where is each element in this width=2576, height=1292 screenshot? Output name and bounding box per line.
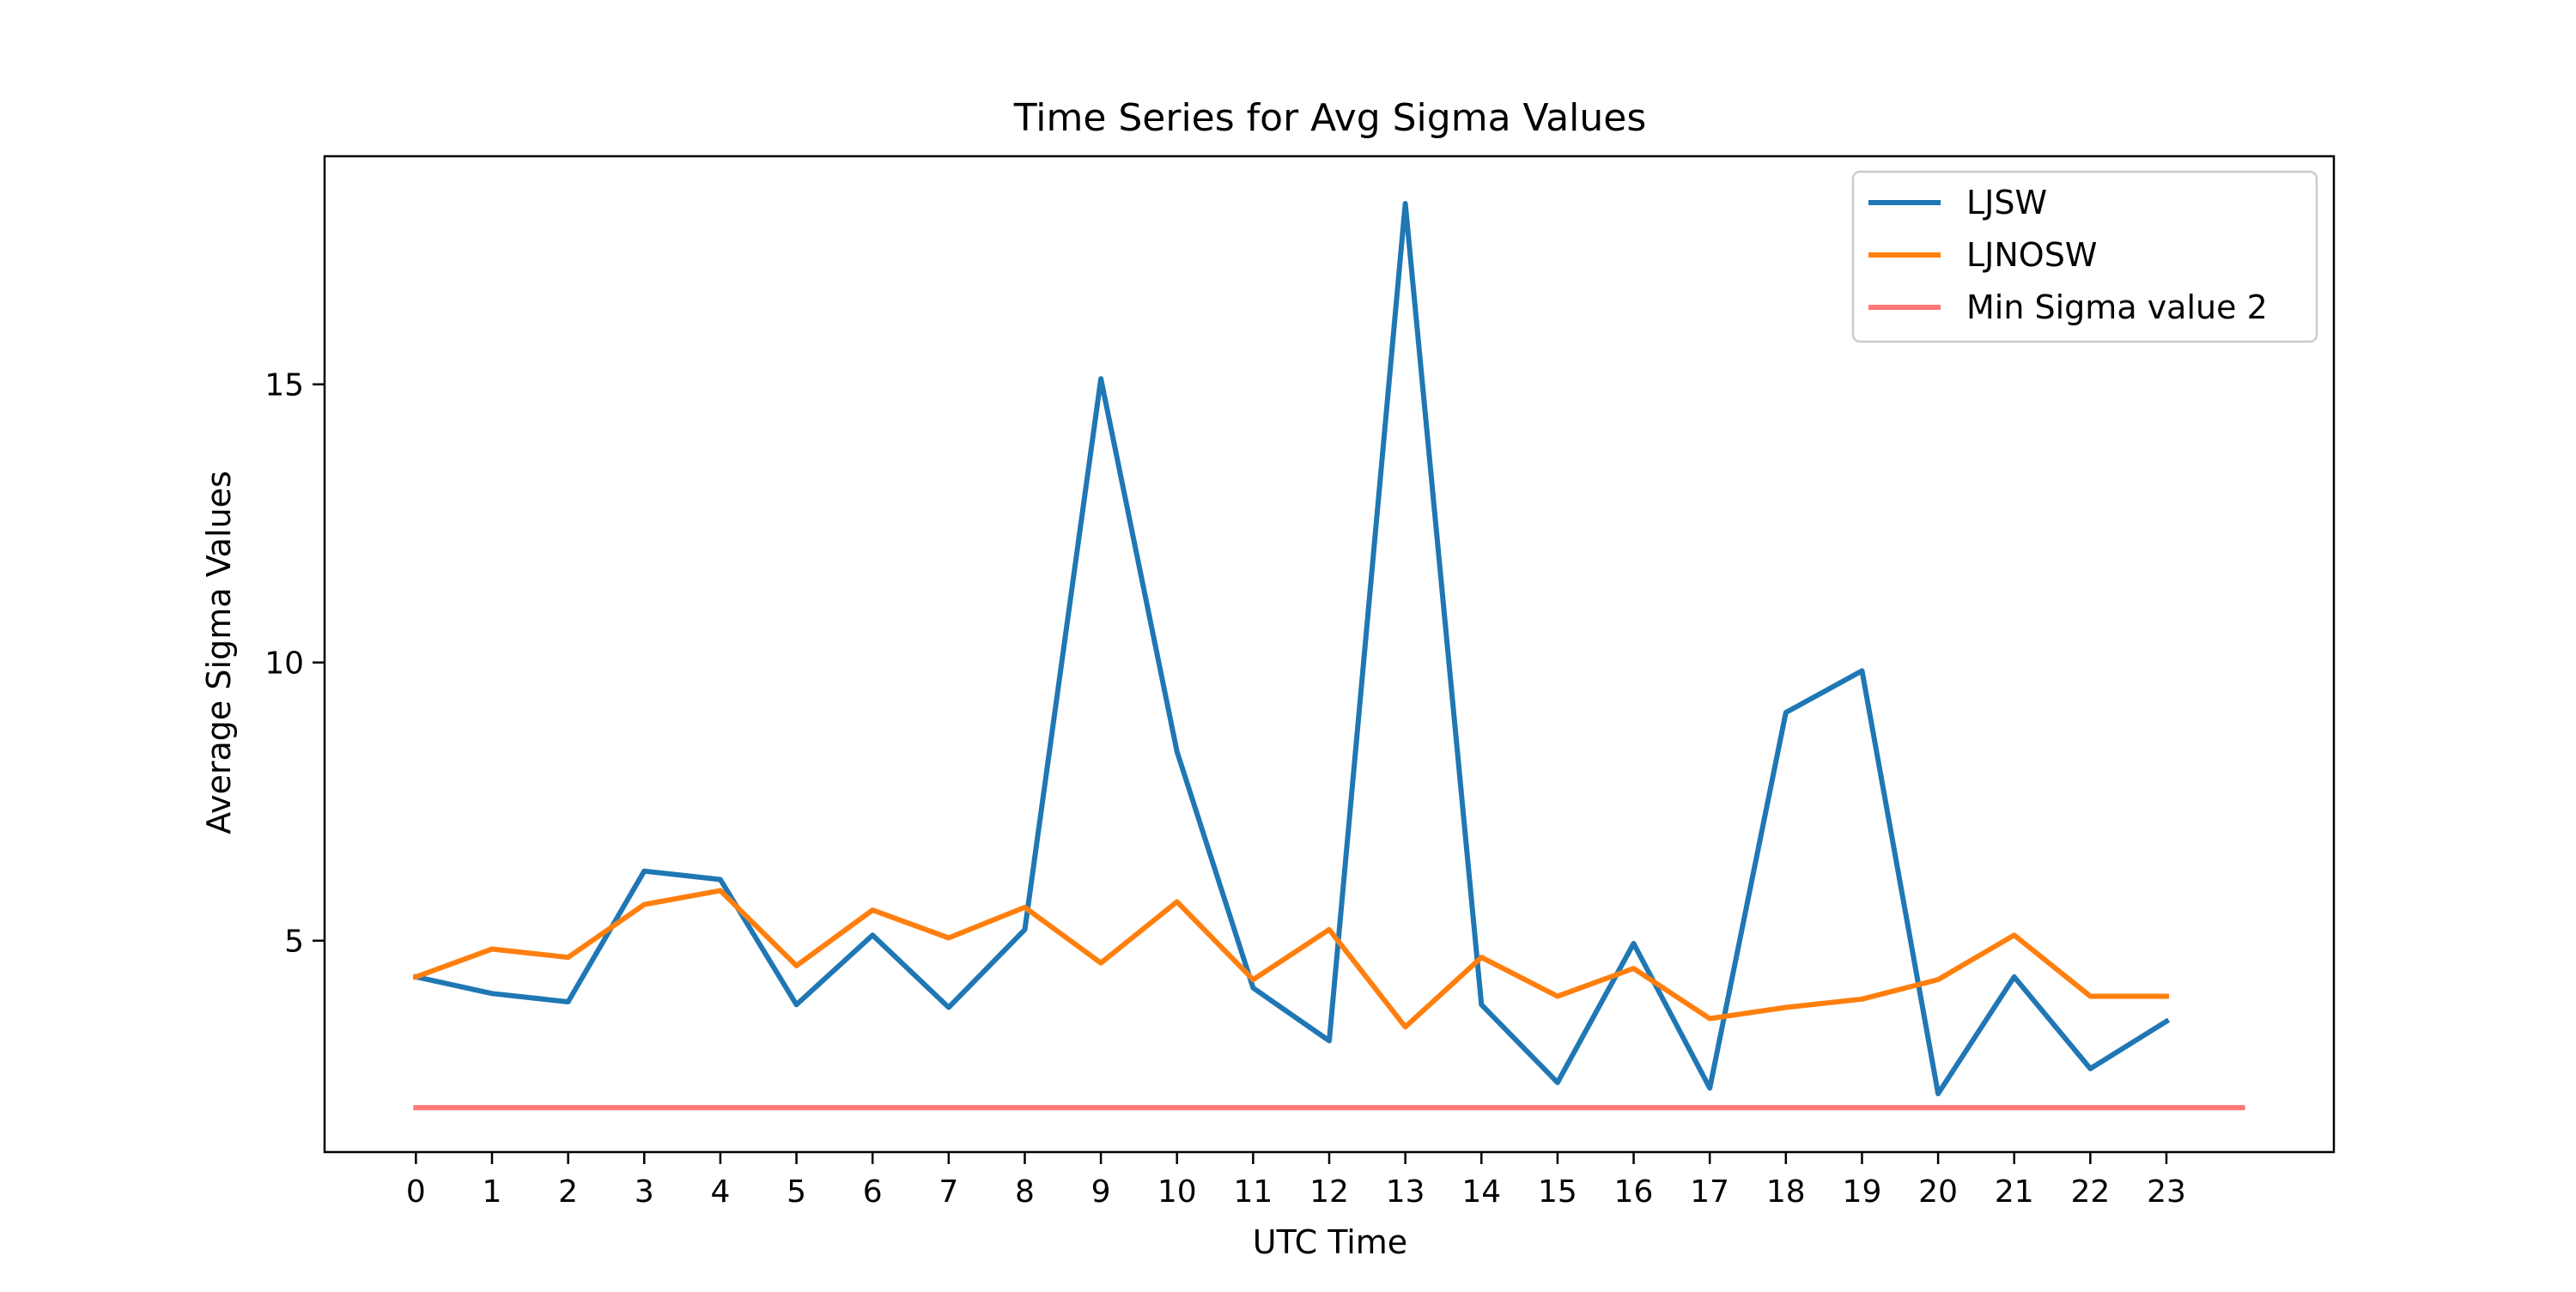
- x-tick-label: 11: [1233, 1174, 1273, 1210]
- x-tick-label: 18: [1766, 1174, 1806, 1210]
- x-tick-label: 16: [1614, 1174, 1654, 1210]
- chart-title: Time Series for Avg Sigma Values: [1013, 96, 1647, 140]
- x-tick-label: 21: [1995, 1174, 2034, 1210]
- x-tick-label: 14: [1461, 1174, 1501, 1210]
- x-tick-label: 0: [406, 1174, 426, 1210]
- x-tick-label: 8: [1015, 1174, 1035, 1210]
- x-tick-label: 4: [710, 1174, 730, 1210]
- legend-label: Min Sigma value 2: [1966, 288, 2268, 326]
- legend: LJSW LJNOSW Min Sigma value 2: [1851, 170, 2318, 343]
- y-tick-label: 15: [264, 368, 304, 403]
- series-line-ljnosw: [412, 888, 2169, 1030]
- x-tick-label: 2: [558, 1174, 578, 1210]
- x-tick-label: 20: [1918, 1174, 1958, 1210]
- y-tick-label: 10: [264, 646, 304, 682]
- x-tick-label: 1: [483, 1174, 502, 1210]
- plot-area: 0 1 2 3 4 5 6 7 8 9 10 11 12 13 14 15 16 17 18 19 20 21 22 2351…: [264, 155, 2336, 1210]
- series-line-ljsw: [412, 201, 2171, 1096]
- x-tick-label: 10: [1157, 1174, 1197, 1210]
- x-tick-label: 19: [1843, 1174, 1882, 1210]
- legend-label: LJSW: [1966, 184, 2047, 221]
- x-tick-label: 17: [1690, 1174, 1729, 1210]
- x-tick-label: 5: [787, 1174, 806, 1210]
- x-tick-label: 9: [1091, 1174, 1111, 1210]
- x-tick-label: 3: [635, 1174, 654, 1210]
- x-tick-label: 7: [939, 1174, 958, 1210]
- legend-box: [1851, 170, 2318, 343]
- y-axis-label: Average Sigma Values: [200, 470, 238, 834]
- x-tick-label: 15: [1538, 1174, 1577, 1210]
- x-axis-label: UTC Time: [1253, 1223, 1407, 1261]
- legend-label: LJNOSW: [1966, 236, 2097, 274]
- x-tick-label: 22: [2070, 1174, 2110, 1210]
- x-tick-label: 13: [1386, 1174, 1425, 1210]
- x-tick-label: 23: [2147, 1174, 2186, 1210]
- y-tick-label: 5: [284, 925, 304, 960]
- x-tick-label: 12: [1309, 1174, 1349, 1210]
- x-tick-label: 6: [863, 1174, 883, 1210]
